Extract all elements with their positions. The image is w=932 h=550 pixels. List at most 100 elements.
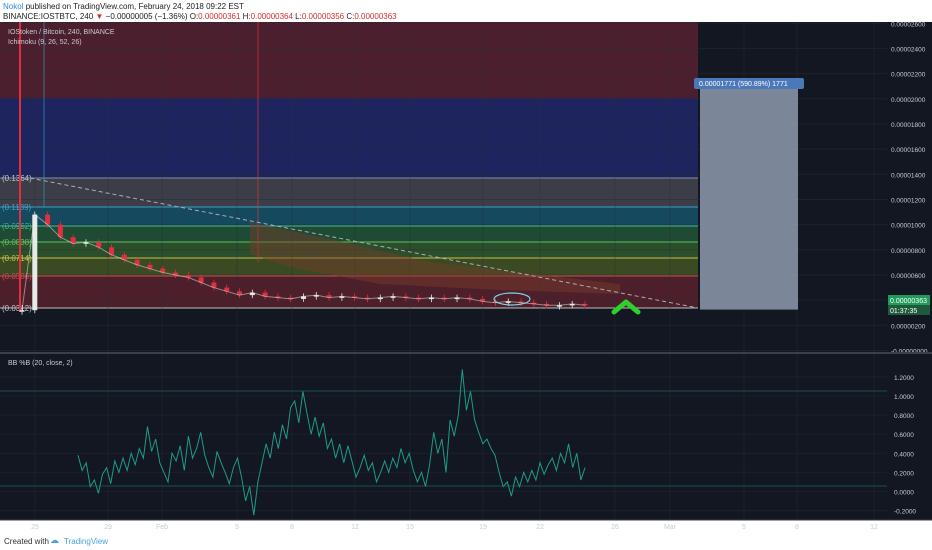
countdown-value: 01:37:35 xyxy=(890,308,917,315)
candle-body xyxy=(326,295,332,298)
bb-percent-b-line xyxy=(77,369,586,516)
osc-tick-label: 0.6000 xyxy=(894,432,914,439)
current-price-tag xyxy=(888,295,930,305)
fib-retracement[interactable] xyxy=(0,22,698,309)
fib-zone-teal xyxy=(0,207,698,226)
candle-body xyxy=(249,292,255,296)
time-tick-label: 26 xyxy=(611,524,619,531)
fib-zone-blue xyxy=(0,98,698,178)
countdown-tag xyxy=(888,305,930,315)
time-tick-label: 12 xyxy=(870,524,878,531)
candle-body xyxy=(237,291,243,296)
ichimoku-cloud xyxy=(250,222,620,294)
candle-body xyxy=(198,277,204,283)
candle-body xyxy=(416,297,422,300)
osc-tick-label: 0.2000 xyxy=(894,470,914,477)
ichimoku-legend[interactable]: Ichimoku (9, 26, 52, 26) xyxy=(8,39,82,46)
time-tick-label: 25 xyxy=(31,524,39,531)
candle-body xyxy=(492,301,498,303)
open-label: O: xyxy=(189,12,199,21)
time-tick-label: 19 xyxy=(479,524,487,531)
chart-legend-title: IOStoken / Bitcoin, 240, BINANCE xyxy=(8,29,115,36)
target-label: 0.00001771 (590.89%) 1771 xyxy=(699,81,788,88)
price-candles xyxy=(19,211,588,315)
price-tick-label: 0.00002400 xyxy=(891,46,926,53)
osc-tick-label: 1.2000 xyxy=(894,375,914,382)
candle-body xyxy=(428,297,434,300)
candle-body xyxy=(467,297,473,300)
open-value: 0.00000361 xyxy=(198,12,241,21)
close-value: 0.00000363 xyxy=(354,12,397,21)
grid-lines xyxy=(0,22,887,520)
candle-body xyxy=(109,247,115,255)
osc-tick-label: 1.0000 xyxy=(894,394,914,401)
publish-text: published on TradingView.com, February 2… xyxy=(25,2,244,11)
green-arrow-icon[interactable] xyxy=(611,299,641,315)
down-arrow-icon: ▼ xyxy=(95,12,104,21)
price-tick-label: 0.00000200 xyxy=(891,323,926,330)
close-label: C: xyxy=(346,12,355,21)
fib-label: (0.0714) xyxy=(2,254,32,263)
target-price-box[interactable] xyxy=(700,86,798,310)
candle-body xyxy=(83,242,89,244)
osc-tick-label: 0.4000 xyxy=(894,451,914,458)
candle-body xyxy=(377,297,383,300)
candle-body xyxy=(518,301,524,303)
symbol-label: BINANCE:IOSTBTC, 240 xyxy=(3,12,94,21)
candle-body xyxy=(339,296,345,298)
osc-tick-label: 0.0000 xyxy=(894,489,914,496)
osc-tick-label: -0.2000 xyxy=(894,508,916,515)
candle-body xyxy=(185,274,191,278)
price-tick-label: 0.00001200 xyxy=(891,197,926,204)
candle-body xyxy=(45,214,51,225)
fib-zone-gray xyxy=(0,178,698,207)
candle-body xyxy=(544,303,550,306)
candle-body xyxy=(288,297,294,300)
author-link[interactable]: Nokol xyxy=(3,2,24,11)
chart-canvas[interactable]: (0.1364) (0.1139) (0.0962) (0.0838) (0.0… xyxy=(0,22,932,532)
price-tick-label: 0.00002600 xyxy=(891,22,926,28)
oscillator-axis[interactable]: 1.2000 1.0000 0.8000 0.6000 0.4000 0.2000 0.00… xyxy=(894,375,916,515)
candle-body xyxy=(147,264,153,269)
fib-label: (0.1364) xyxy=(2,174,32,183)
high-label: H: xyxy=(242,12,251,21)
trendline-dashed[interactable] xyxy=(29,177,699,309)
time-tick-label: 22 xyxy=(536,524,544,531)
fib-label: (0.0312) xyxy=(2,304,32,313)
time-tick-label: Mar xyxy=(664,524,677,531)
axis-background xyxy=(887,22,932,520)
fib-label: (0.0962) xyxy=(2,222,32,231)
time-tick-label: 8 xyxy=(795,524,799,531)
highlight-circle[interactable] xyxy=(493,292,531,306)
current-price-value: 0.00000363 xyxy=(890,298,927,305)
candle-body xyxy=(121,254,127,260)
fib-label: (0.0838) xyxy=(2,238,32,247)
candle-body xyxy=(390,296,396,298)
time-tick-label: 12 xyxy=(351,524,359,531)
candle-body xyxy=(57,224,63,238)
price-tick-label: 0.00001800 xyxy=(891,122,926,129)
footer-brand[interactable]: TradingView xyxy=(64,537,109,546)
price-tick-label: 0.00002200 xyxy=(891,72,926,79)
price-tick-label: 0.00002000 xyxy=(891,97,926,104)
time-tick-label: 15 xyxy=(406,524,414,531)
time-axis[interactable]: 25 29 Feb 5 8 12 15 19 22 26 Mar 5 8 12 xyxy=(31,524,878,531)
oscillator-legend[interactable]: BB %B (20, close, 2) xyxy=(8,360,73,367)
price-tick-label: 0.00000600 xyxy=(891,273,926,280)
candle-body xyxy=(70,237,76,244)
candle-body xyxy=(96,242,102,248)
candle-body xyxy=(313,295,319,297)
time-tick-label: Feb xyxy=(156,524,168,531)
time-tick-label: 5 xyxy=(235,524,239,531)
low-value: 0.00000356 xyxy=(301,12,345,21)
candle-body xyxy=(19,310,25,312)
candle-body xyxy=(224,287,230,292)
candle-body xyxy=(301,296,306,299)
fib-zone-red xyxy=(0,276,698,308)
target-label-bg xyxy=(694,78,804,89)
osc-tick-label: 0.8000 xyxy=(894,413,914,420)
publish-line: Nokol published on TradingView.com, Febr… xyxy=(3,2,244,11)
tradingview-logo-icon: ☁ xyxy=(50,535,59,545)
footer: Created with ☁ TradingView xyxy=(0,532,932,550)
candle-body xyxy=(364,297,370,300)
